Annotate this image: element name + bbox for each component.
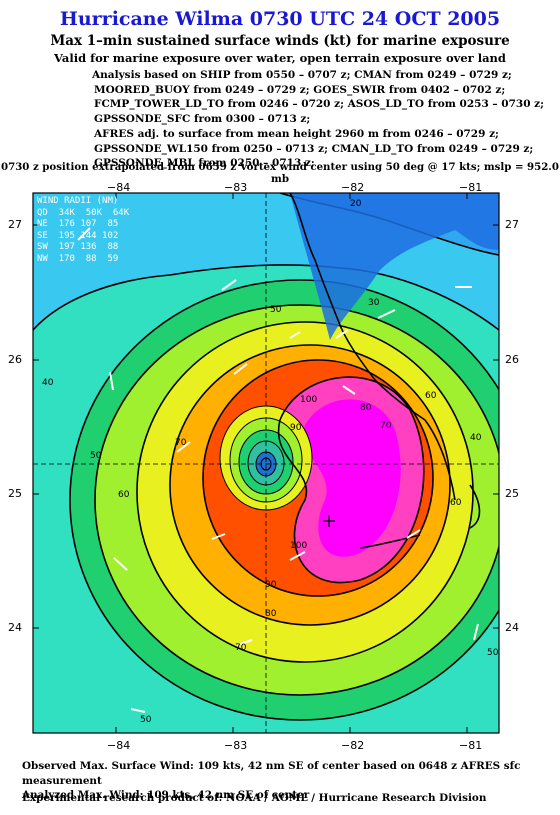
wind-radii-row: SE 195 144 102 bbox=[37, 230, 119, 241]
contour-label: 20 bbox=[350, 199, 362, 209]
contour-label: 80 bbox=[360, 403, 372, 413]
wind-contours: 20 30 40 50 50 60 60 70 70 70 80 80 90 9… bbox=[33, 193, 499, 733]
contour-label: 90 bbox=[265, 580, 277, 590]
lon-tick-top: −84 bbox=[107, 181, 131, 194]
analysis-line: GPSSONDE_MBL from 0250 – 0713 z; bbox=[94, 157, 315, 170]
analyzed-max-wind: Analyzed Max. Wind: 109 kts, 42 nm SE of… bbox=[22, 789, 310, 801]
contour-label: 90 bbox=[290, 423, 302, 433]
contour-label: 30 bbox=[368, 298, 380, 308]
max-wind-marker bbox=[323, 515, 335, 527]
plot-frame bbox=[32, 192, 500, 734]
analysis-line: MOORED_BUOY from 0249 – 0729 z; GOES_SWI… bbox=[94, 83, 506, 96]
contour-label: 40 bbox=[42, 378, 54, 388]
analysis-line: GPSSONDE_WL150 from 0250 – 0713 z; CMAN_… bbox=[94, 142, 534, 155]
lat-tick-right: 26 bbox=[505, 353, 519, 366]
lat-tick-left: 25 bbox=[8, 487, 22, 500]
lat-tick-left: 26 bbox=[8, 353, 22, 366]
coastline bbox=[289, 193, 481, 549]
wind-vectors bbox=[77, 227, 479, 713]
lat-tick-right: 27 bbox=[505, 218, 519, 231]
lat-tick-left: 24 bbox=[8, 621, 22, 634]
lat-tick-right: 24 bbox=[505, 621, 519, 634]
lon-tick-top: −83 bbox=[224, 181, 248, 194]
contour-label: 70 bbox=[175, 438, 187, 448]
credit-line: Experimental research product of: NOAA /… bbox=[22, 792, 487, 804]
map-title: Hurricane Wilma 0730 UTC 24 OCT 2005 bbox=[59, 8, 501, 30]
contour-label: 40 bbox=[470, 433, 482, 443]
contour-label: 80 bbox=[265, 609, 277, 619]
wind-radii-columns: QD 34K 50K 64K bbox=[37, 207, 130, 218]
contour-label: 50 bbox=[140, 715, 152, 725]
frame-ticks bbox=[33, 193, 499, 733]
contour-band-max bbox=[303, 399, 401, 557]
lon-tick-bottom: −82 bbox=[341, 739, 365, 752]
lon-tick-top: −82 bbox=[341, 181, 365, 194]
lon-tick-bottom: −81 bbox=[459, 739, 483, 752]
wind-radii-table: WIND RADII (NM) QD 34K 50K 64K NE 176 107 … bbox=[37, 196, 129, 265]
observed-max-wind: Observed Max. Surface Wind: 109 kts, 42 … bbox=[22, 760, 521, 787]
contour-label: 70 bbox=[380, 421, 392, 431]
analysis-line: GPSSONDE_SFC from 0300 – 0713 z; bbox=[94, 113, 311, 126]
contour-label: 60 bbox=[425, 391, 437, 401]
contour-label: 50 bbox=[270, 305, 282, 315]
contour-label-group: 20 30 40 50 50 60 60 70 70 70 80 80 90 9… bbox=[42, 199, 499, 725]
lon-tick-bottom: −84 bbox=[107, 739, 131, 752]
wind-radii-row: SW 197 136 88 bbox=[37, 242, 119, 252]
contour-label: 60 bbox=[450, 498, 462, 508]
contour-label: 100 bbox=[290, 541, 307, 551]
contour-lines bbox=[33, 193, 499, 721]
analysis-sources: Analysis based on SHIP from 0550 – 0707 … bbox=[92, 68, 544, 171]
wind-radii-header: WIND RADII (NM) bbox=[37, 196, 119, 206]
contour-label: 60 bbox=[118, 490, 130, 500]
contour-label: 100 bbox=[300, 395, 317, 405]
contour-label: 70 bbox=[235, 643, 247, 653]
analysis-line: Analysis based on SHIP from 0550 – 0707 … bbox=[92, 69, 512, 81]
analysis-line: FCMP_TOWER_LD_TO from 0246 – 0720 z; ASO… bbox=[94, 98, 545, 111]
wind-radii-row: NE 176 107 85 bbox=[37, 219, 119, 229]
position-note: 0730 z position extrapolated from 0659 z… bbox=[1, 161, 559, 185]
map-subtitle-validity: Valid for marine exposure over water, op… bbox=[54, 51, 506, 65]
lon-tick-bottom: −83 bbox=[224, 739, 248, 752]
lon-tick-top: −81 bbox=[459, 181, 483, 194]
map-subtitle: Max 1–min sustained surface winds (kt) f… bbox=[50, 33, 510, 49]
contour-label: 50 bbox=[487, 648, 499, 658]
land-florida bbox=[290, 193, 499, 340]
footer-notes: Observed Max. Surface Wind: 109 kts, 42 … bbox=[22, 759, 560, 803]
wind-radii-row: NW 170 88 59 bbox=[37, 253, 119, 264]
lat-tick-right: 25 bbox=[505, 487, 519, 500]
contour-label: 50 bbox=[90, 451, 102, 461]
lat-tick-left: 27 bbox=[8, 218, 22, 231]
analysis-line: AFRES adj. to surface from mean height 2… bbox=[94, 127, 499, 140]
